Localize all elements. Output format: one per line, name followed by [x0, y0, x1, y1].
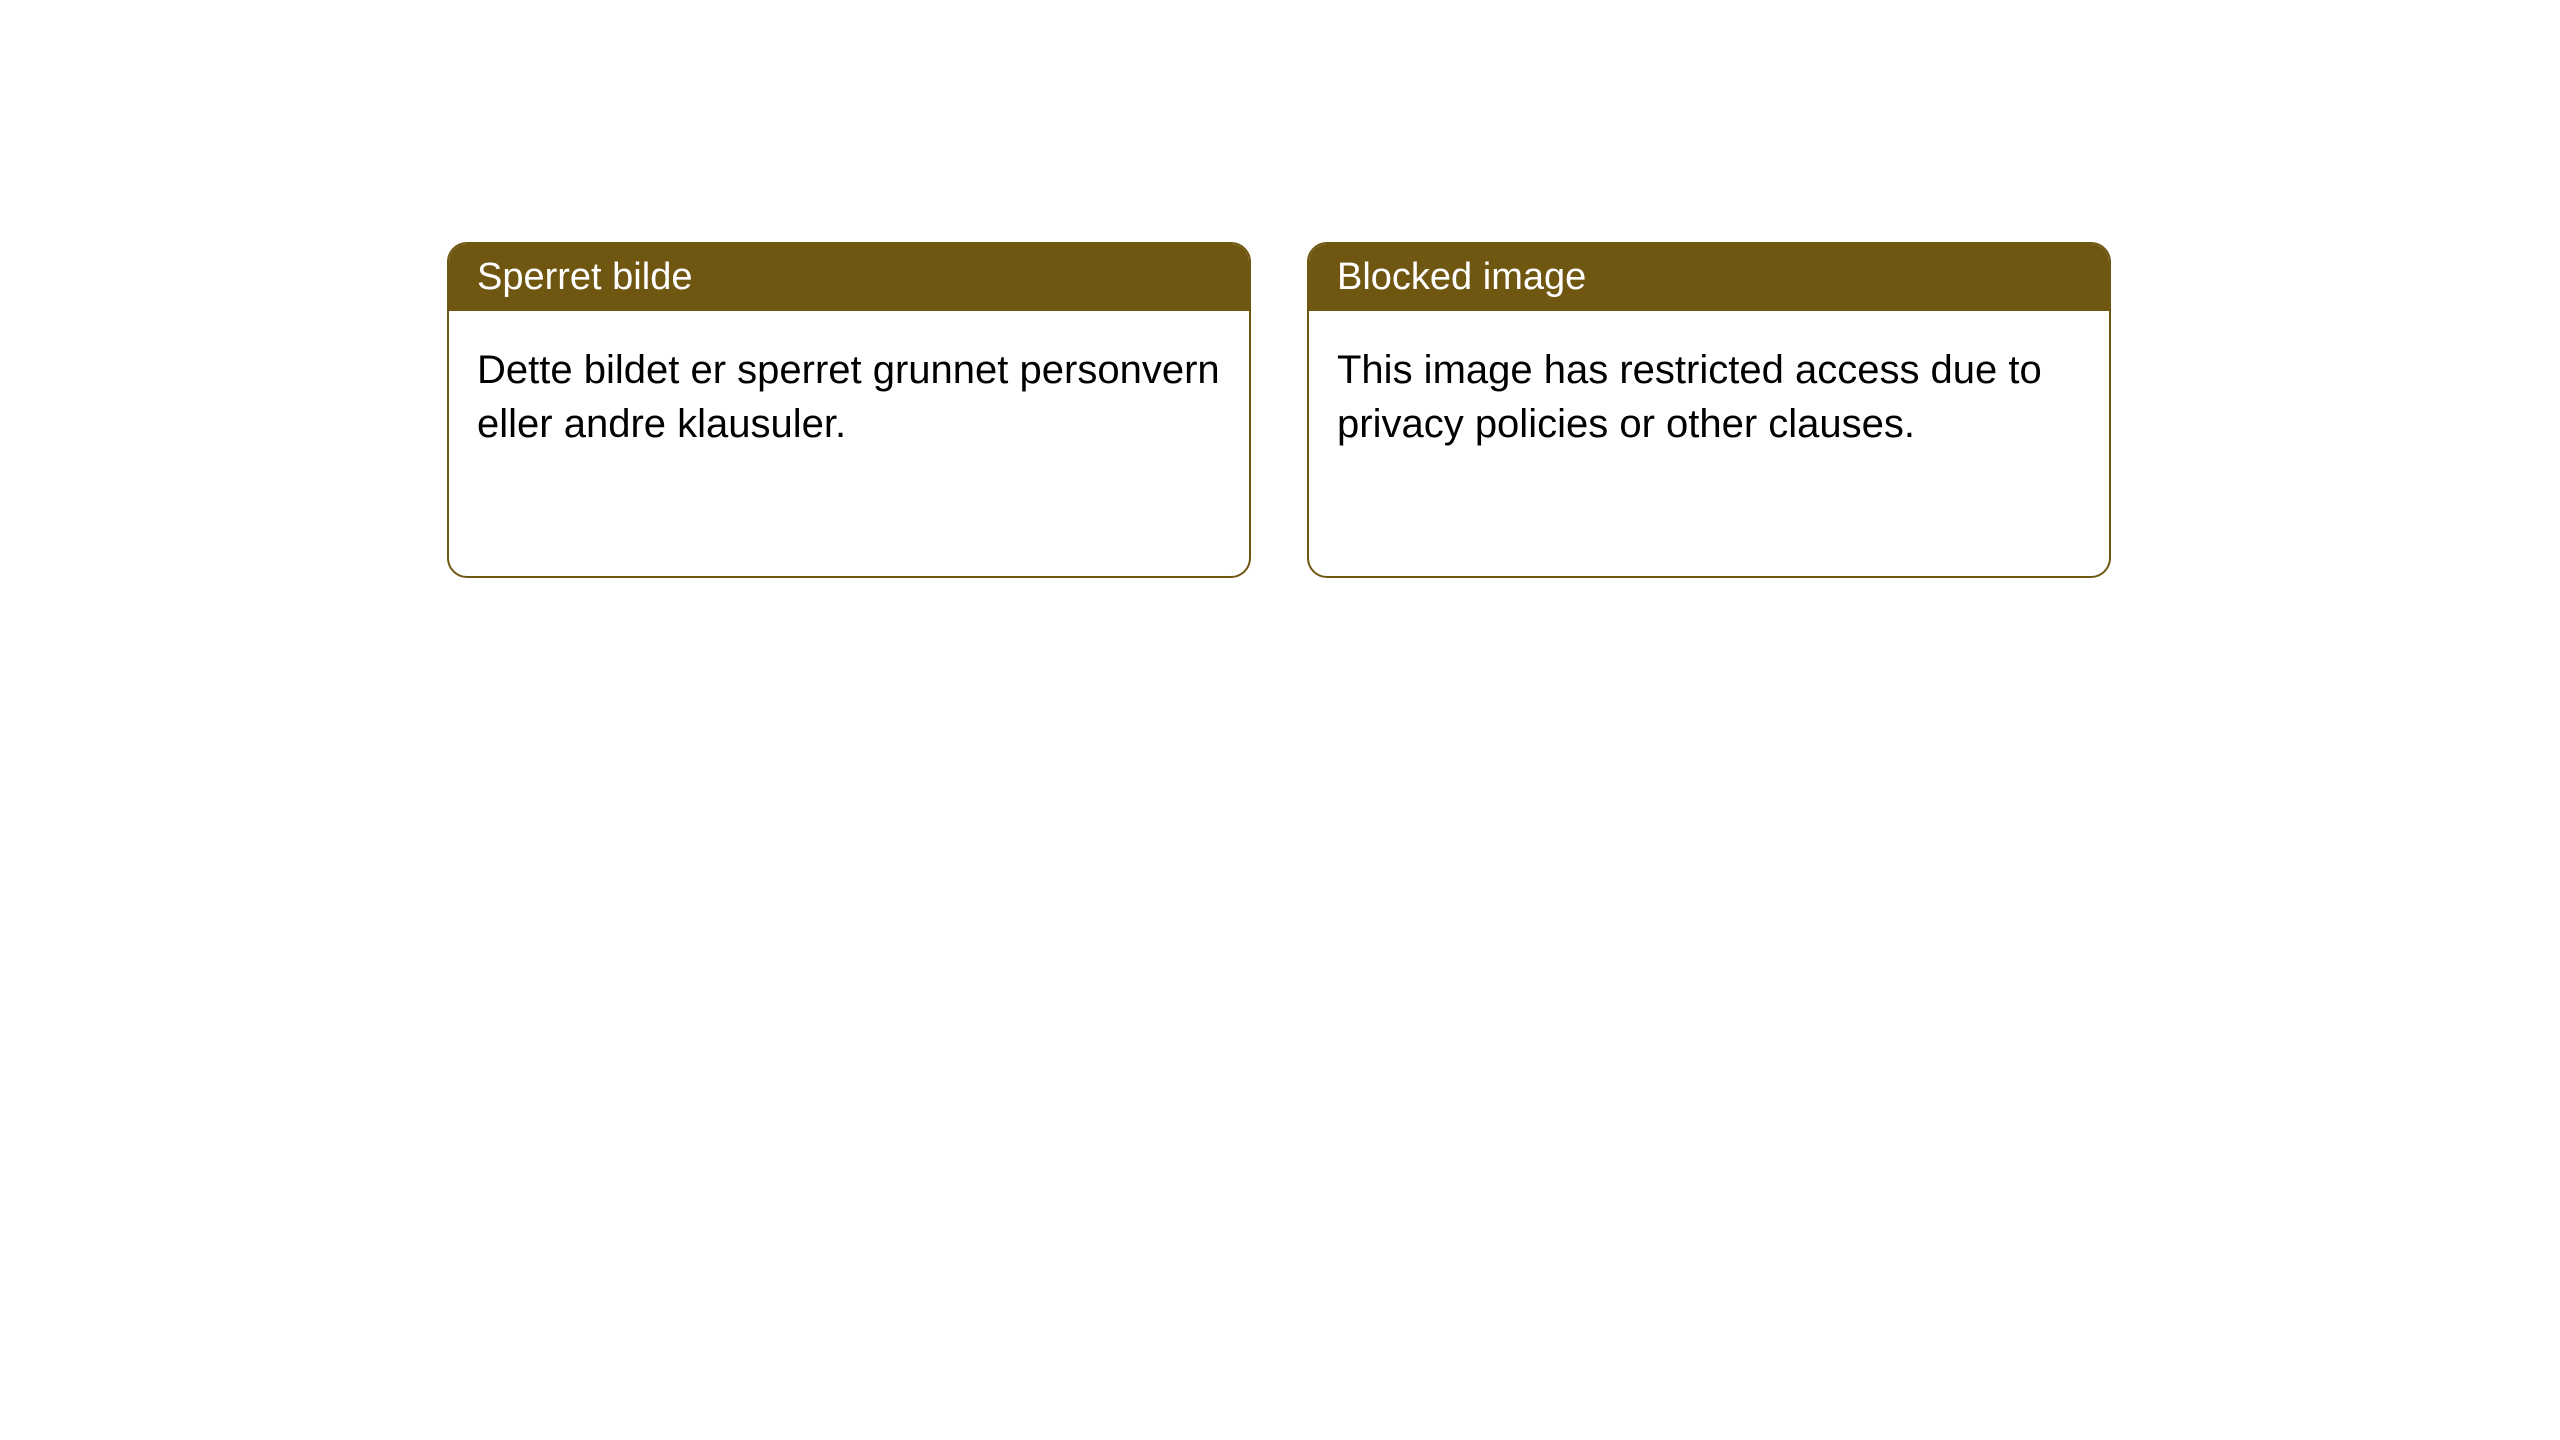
- notice-body-english: This image has restricted access due to …: [1309, 311, 2109, 483]
- notice-box-english: Blocked image This image has restricted …: [1307, 242, 2111, 578]
- notice-box-norwegian: Sperret bilde Dette bildet er sperret gr…: [447, 242, 1251, 578]
- notice-header-english: Blocked image: [1309, 244, 2109, 311]
- notice-title-norwegian: Sperret bilde: [477, 256, 692, 298]
- notice-body-norwegian: Dette bildet er sperret grunnet personve…: [449, 311, 1249, 483]
- notice-text-english: This image has restricted access due to …: [1337, 348, 2042, 446]
- notice-header-norwegian: Sperret bilde: [449, 244, 1249, 311]
- notice-title-english: Blocked image: [1337, 256, 1586, 298]
- notice-container: Sperret bilde Dette bildet er sperret gr…: [447, 242, 2560, 578]
- notice-text-norwegian: Dette bildet er sperret grunnet personve…: [477, 348, 1220, 446]
